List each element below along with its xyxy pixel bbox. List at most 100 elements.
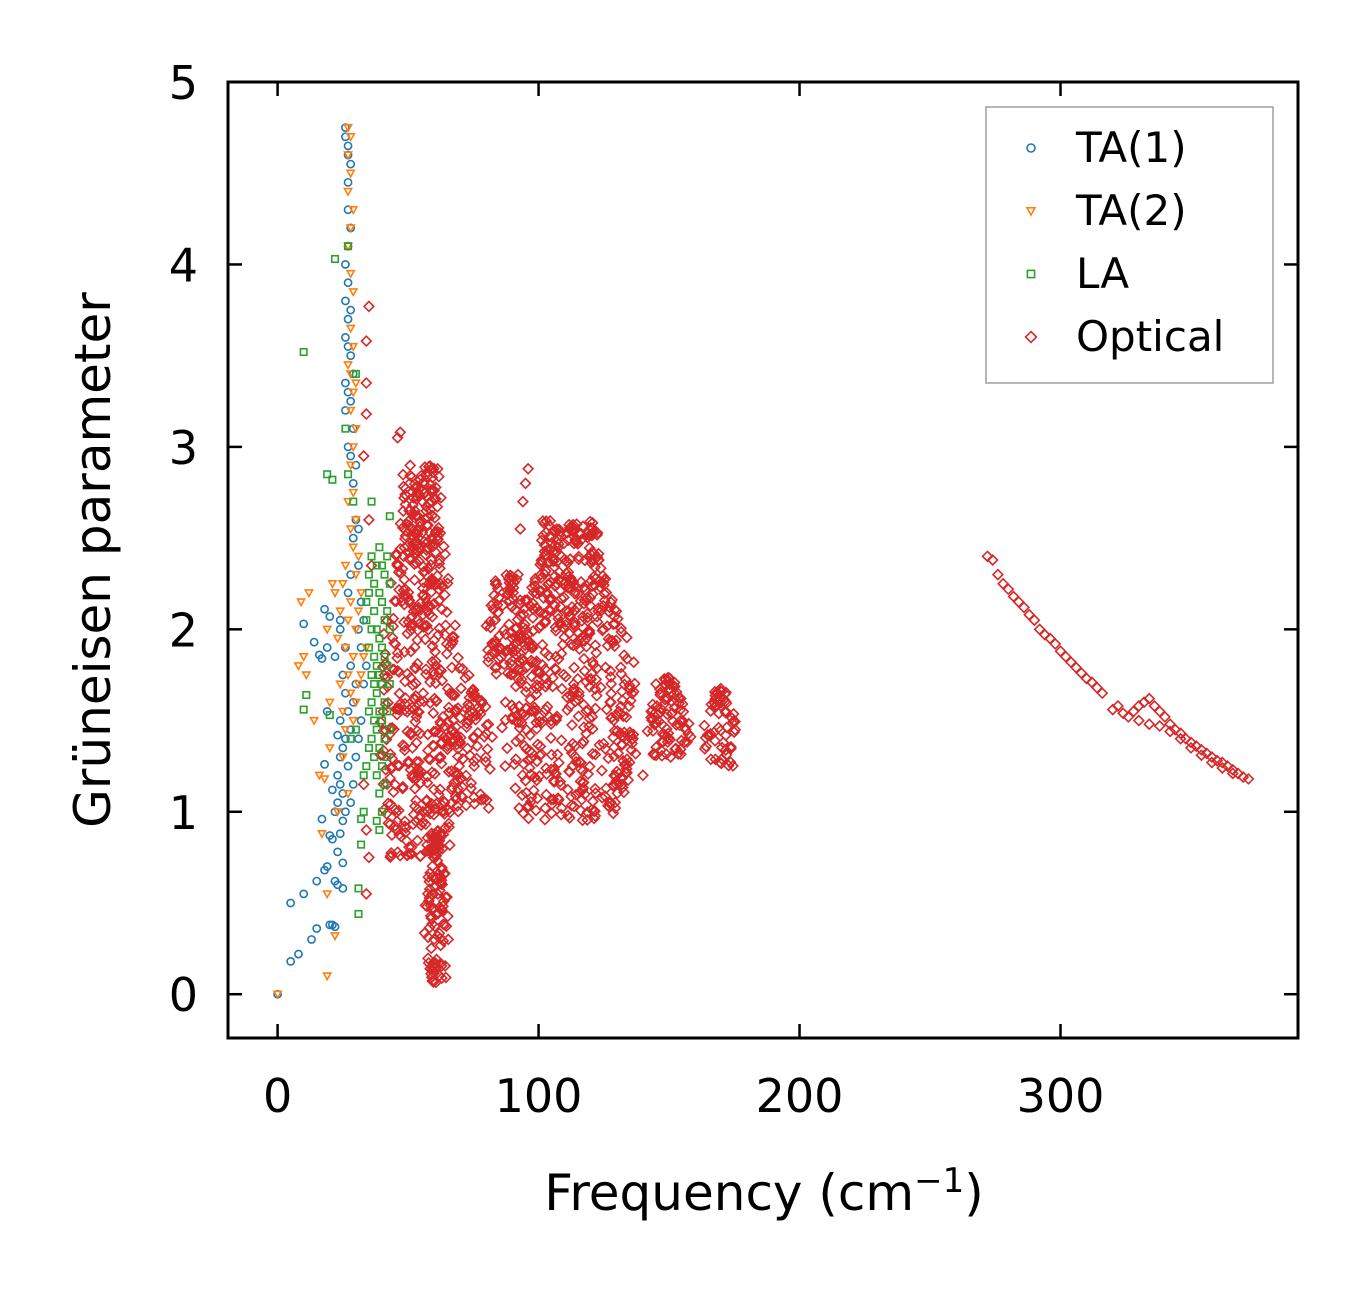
data-point-optical bbox=[555, 808, 568, 821]
data-point-optical bbox=[460, 769, 473, 782]
data-point-optical bbox=[648, 718, 661, 731]
data-point-optical bbox=[408, 477, 421, 490]
data-point-optical bbox=[434, 870, 447, 883]
data-point-optical bbox=[433, 622, 446, 635]
data-point-optical bbox=[421, 770, 434, 783]
data-point-optical bbox=[431, 906, 444, 919]
data-point-optical bbox=[429, 976, 442, 989]
data-point-optical bbox=[438, 720, 451, 733]
data-point-optical bbox=[674, 748, 687, 761]
data-point-optical bbox=[571, 626, 584, 639]
data-point-optical bbox=[435, 603, 448, 616]
data-point-ta1 bbox=[286, 898, 296, 908]
data-point-optical bbox=[522, 800, 535, 812]
data-point-ta1 bbox=[333, 770, 343, 780]
data-point-optical bbox=[1185, 741, 1197, 754]
data-point-optical bbox=[435, 861, 448, 874]
data-point-optical bbox=[592, 554, 605, 567]
data-point-ta1 bbox=[343, 177, 353, 187]
data-point-optical bbox=[452, 782, 465, 795]
data-point-optical bbox=[506, 710, 519, 723]
data-point-optical bbox=[663, 682, 676, 695]
data-point-optical bbox=[608, 603, 621, 616]
data-point-optical bbox=[436, 580, 449, 593]
data-point-optical bbox=[362, 851, 375, 864]
data-point-optical bbox=[672, 691, 685, 704]
data-point-optical bbox=[575, 793, 588, 806]
data-point-optical bbox=[1205, 756, 1218, 769]
data-point-optical bbox=[530, 679, 543, 692]
data-point-optical bbox=[646, 704, 659, 717]
data-point-optical bbox=[526, 611, 539, 624]
data-point-optical bbox=[604, 664, 617, 677]
data-point-optical bbox=[524, 795, 537, 808]
data-point-optical bbox=[582, 768, 595, 781]
data-point-ta1 bbox=[346, 661, 356, 671]
data-point-ta1 bbox=[346, 305, 356, 315]
data-point-optical bbox=[393, 687, 406, 700]
legend-marker-la bbox=[1026, 269, 1036, 279]
data-point-optical bbox=[585, 528, 598, 541]
data-point-optical bbox=[567, 639, 580, 652]
data-point-optical bbox=[545, 807, 558, 820]
data-point-optical bbox=[545, 714, 558, 727]
data-point-ta2 bbox=[293, 662, 304, 672]
data-point-optical bbox=[533, 715, 546, 728]
data-point-optical bbox=[531, 738, 544, 751]
data-point-optical bbox=[452, 651, 465, 664]
data-point-optical bbox=[583, 626, 595, 639]
data-point-ta2 bbox=[343, 671, 354, 681]
data-point-ta1 bbox=[335, 829, 345, 839]
data-point-ta2 bbox=[348, 443, 359, 453]
data-point-optical bbox=[424, 483, 437, 496]
data-point-optical bbox=[661, 708, 674, 721]
data-point-optical bbox=[420, 668, 433, 681]
data-point-optical bbox=[435, 972, 448, 985]
x-axis-label-superscript: −1 bbox=[914, 1161, 964, 1201]
data-point-optical bbox=[436, 842, 449, 855]
data-point-optical bbox=[419, 663, 432, 676]
data-point-optical bbox=[409, 662, 422, 675]
data-point-optical bbox=[440, 891, 453, 904]
data-point-optical bbox=[658, 693, 671, 706]
data-point-optical bbox=[382, 817, 395, 830]
data-point-optical bbox=[549, 663, 562, 676]
data-point-la bbox=[383, 552, 392, 561]
data-point-optical bbox=[646, 698, 659, 711]
data-point-ta1 bbox=[346, 798, 356, 808]
data-point-ta2 bbox=[353, 552, 364, 562]
data-point-optical bbox=[392, 566, 405, 579]
data-point-optical bbox=[437, 804, 450, 817]
data-point-optical bbox=[418, 565, 431, 578]
data-point-optical bbox=[424, 807, 437, 820]
data-point-optical bbox=[411, 657, 424, 670]
data-point-optical bbox=[410, 489, 423, 502]
data-point-la bbox=[375, 670, 384, 679]
data-point-optical bbox=[411, 527, 424, 540]
data-point-optical bbox=[516, 789, 529, 802]
data-point-optical bbox=[1117, 707, 1130, 720]
data-point-optical bbox=[504, 642, 517, 655]
data-point-optical bbox=[433, 927, 446, 940]
y-tick-label: 3 bbox=[169, 421, 198, 475]
data-point-optical bbox=[654, 686, 667, 699]
data-point-optical bbox=[719, 705, 732, 718]
data-point-optical bbox=[1216, 761, 1229, 774]
data-point-optical bbox=[465, 686, 478, 699]
data-point-ta1 bbox=[299, 619, 309, 629]
data-point-optical bbox=[462, 714, 475, 727]
data-point-la bbox=[377, 597, 387, 607]
data-point-la bbox=[375, 543, 384, 552]
data-point-optical bbox=[474, 788, 487, 801]
data-point-optical bbox=[563, 742, 576, 755]
data-point-optical bbox=[434, 526, 447, 539]
data-point-optical bbox=[1028, 614, 1041, 627]
data-point-optical bbox=[727, 715, 740, 728]
data-point-ta2 bbox=[348, 716, 359, 726]
data-point-ta2 bbox=[345, 689, 356, 699]
data-point-optical bbox=[499, 696, 512, 709]
data-point-optical bbox=[426, 963, 439, 976]
data-point-la bbox=[349, 497, 358, 506]
data-point-ta2 bbox=[340, 561, 351, 571]
data-point-optical bbox=[460, 717, 473, 730]
